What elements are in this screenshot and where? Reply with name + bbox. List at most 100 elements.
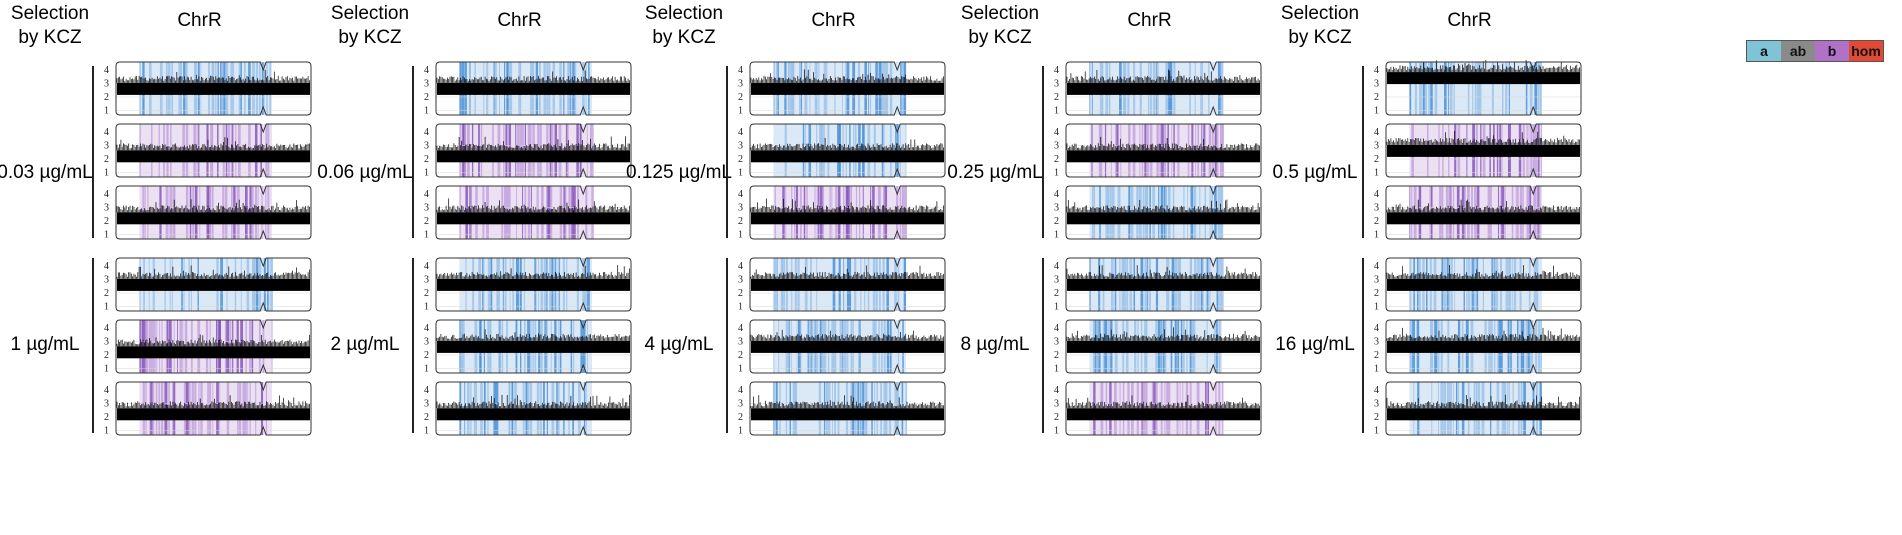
y-tick-label: 1 (1374, 168, 1379, 179)
y-tick-label: 1 (1054, 168, 1059, 179)
y-tick-label: 2 (738, 350, 743, 361)
y-tick-label: 3 (738, 203, 743, 214)
y-tick-label: 1 (1374, 364, 1379, 375)
concentration-label: 4 µg/mL (644, 334, 714, 355)
y-tick-label: 3 (1374, 275, 1379, 286)
chromosome-track: 4 3 2 1 (738, 61, 946, 117)
chromosome-track: 4 3 2 1 (104, 319, 312, 375)
chromosome-track: 4 3 2 1 (1374, 185, 1582, 241)
y-tick-label: 3 (104, 79, 109, 90)
y-tick-label: 2 (104, 92, 109, 103)
y-tick-label: 2 (738, 288, 743, 299)
concentration-label: 8 µg/mL (960, 334, 1030, 355)
legend-item-b: b (1815, 41, 1849, 61)
y-tick-label: 1 (1374, 302, 1379, 313)
y-tick-label: 1 (1054, 364, 1059, 375)
selection-header: Selection by KCZ (330, 3, 410, 48)
y-tick-label: 2 (1374, 412, 1379, 423)
chromosome-track: 4 3 2 1 (1054, 61, 1262, 117)
chromosome-track: 4 3 2 1 (738, 381, 946, 437)
y-tick-label: 4 (104, 385, 109, 396)
chromosome-track: 4 3 2 1 (104, 185, 312, 241)
y-tick-label: 4 (104, 323, 109, 334)
y-tick-label: 2 (104, 350, 109, 361)
y-tick-label: 3 (1374, 203, 1379, 214)
chromosome-track: 4 3 2 1 (424, 123, 632, 179)
y-tick-label: 4 (1374, 127, 1379, 138)
group-bracket (1042, 258, 1044, 433)
y-tick-label: 4 (1374, 65, 1379, 76)
y-tick-label: 3 (104, 203, 109, 214)
y-tick-label: 2 (424, 92, 429, 103)
y-tick-label: 2 (1374, 154, 1379, 165)
y-tick-label: 2 (1374, 216, 1379, 227)
y-tick-label: 4 (104, 127, 109, 138)
y-tick-label: 4 (1054, 127, 1059, 138)
y-tick-label: 1 (1374, 106, 1379, 117)
y-tick-label: 2 (104, 216, 109, 227)
y-tick-label: 2 (104, 412, 109, 423)
y-tick-label: 2 (738, 412, 743, 423)
chromosome-track: 4 3 2 1 (1374, 381, 1582, 437)
y-tick-label: 3 (104, 399, 109, 410)
y-tick-label: 3 (1054, 141, 1059, 152)
chromosome-track: 4 3 2 1 (1054, 381, 1262, 437)
group-bracket (412, 258, 414, 433)
y-tick-label: 2 (1374, 288, 1379, 299)
chromosome-track: 4 3 2 1 (104, 123, 312, 179)
y-tick-label: 3 (1054, 275, 1059, 286)
y-tick-label: 4 (738, 127, 743, 138)
group-bracket (726, 66, 728, 238)
y-tick-label: 2 (104, 154, 109, 165)
concentration-label: 0.125 µg/mL (625, 162, 732, 183)
y-tick-label: 1 (738, 364, 743, 375)
y-tick-label: 1 (1054, 106, 1059, 117)
concentration-label: 0.25 µg/mL (947, 162, 1043, 183)
y-tick-label: 1 (738, 426, 743, 437)
y-tick-label: 1 (1054, 302, 1059, 313)
y-tick-label: 4 (1374, 323, 1379, 334)
y-tick-label: 1 (738, 230, 743, 241)
y-tick-label: 1 (424, 106, 429, 117)
y-tick-label: 3 (104, 275, 109, 286)
y-tick-label: 4 (738, 385, 743, 396)
haplotype-legend: a ab b hom (1746, 40, 1884, 62)
y-tick-label: 3 (1054, 337, 1059, 348)
chromosome-track: 4 3 2 1 (424, 185, 632, 241)
y-tick-label: 1 (738, 302, 743, 313)
chromosome-track: 4 3 2 1 (1374, 257, 1582, 313)
y-tick-label: 1 (104, 364, 109, 375)
y-tick-label: 4 (104, 261, 109, 272)
y-tick-label: 3 (738, 337, 743, 348)
selection-header: Selection by KCZ (1280, 3, 1360, 48)
y-tick-label: 4 (424, 385, 429, 396)
legend-item-a: a (1747, 41, 1781, 61)
chromosome-track: 4 3 2 1 (424, 61, 632, 117)
chromosome-track: 4 3 2 1 (1054, 123, 1262, 179)
chromosome-track: 4 3 2 1 (1054, 319, 1262, 375)
y-tick-label: 3 (424, 141, 429, 152)
y-tick-label: 1 (738, 168, 743, 179)
y-tick-label: 4 (1054, 385, 1059, 396)
group-bracket (1362, 258, 1364, 433)
concentration-label: 16 µg/mL (1275, 334, 1355, 355)
y-tick-label: 3 (1374, 399, 1379, 410)
y-tick-label: 4 (104, 189, 109, 200)
chromosome-track: 4 3 2 1 (104, 381, 312, 437)
chromosome-label: ChrR (177, 10, 222, 31)
y-tick-label: 2 (1054, 92, 1059, 103)
y-tick-label: 3 (424, 203, 429, 214)
y-tick-label: 3 (424, 79, 429, 90)
y-tick-label: 1 (1054, 426, 1059, 437)
y-tick-label: 3 (738, 399, 743, 410)
y-tick-label: 4 (738, 65, 743, 76)
y-tick-label: 2 (1054, 412, 1059, 423)
chromosome-track: 4 3 2 1 (104, 257, 312, 313)
selection-header: Selection by KCZ (960, 3, 1040, 48)
y-tick-label: 1 (424, 168, 429, 179)
chromosome-track: 4 3 2 1 (1374, 319, 1582, 375)
y-tick-label: 4 (1054, 189, 1059, 200)
y-tick-label: 4 (738, 261, 743, 272)
chromosome-label: ChrR (497, 10, 542, 31)
